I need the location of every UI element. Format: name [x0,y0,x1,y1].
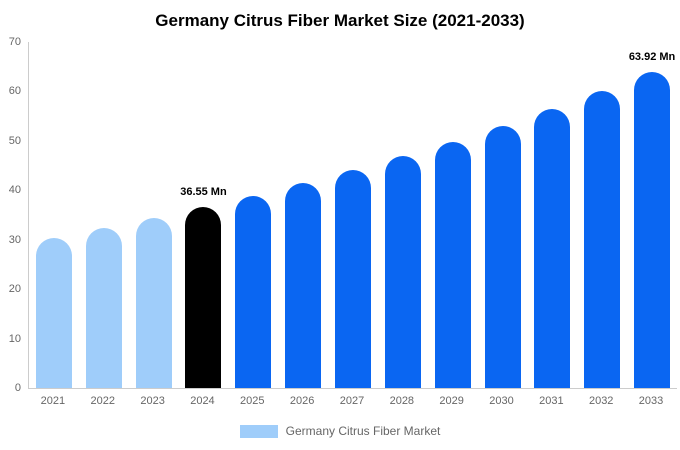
x-axis-tick-label: 2026 [289,395,315,407]
bar-slot-2033: 63.92 Mn [627,42,677,388]
bar-slot-2023 [129,42,179,388]
bar-slot-2025 [228,42,278,388]
bar-2029[interactable] [434,141,471,388]
bar-slot-2029 [428,42,478,388]
y-axis-tick-label: 70 [8,36,21,48]
y-axis-tick-label: 40 [8,184,21,197]
chart-title: Germany Citrus Fiber Market Size (2021-2… [155,11,525,30]
x-axis-tick-label: 2029 [439,395,464,407]
bar-value-label: 63.92 Mn [628,51,676,64]
x-axis-tick-label: 2022 [90,395,115,407]
bar-2032[interactable] [584,91,621,388]
y-axis-tick-label: 60 [8,85,21,98]
x-axis-tick-label: 2033 [638,395,664,407]
y-axis-tick-label: 30 [8,233,21,246]
y-axis-tick-label: 20 [8,283,21,296]
bar-slot-2021 [29,42,79,388]
y-axis-labels: 0 10 20 30 40 50 60 70 [0,36,24,394]
bar-slot-2024: 36.55 Mn [179,42,229,388]
bar-value-label: 36.55 Mn [180,186,227,199]
y-axis-tick-label: 0 [14,382,21,394]
bar-slot-2030 [478,42,528,388]
x-axis-tick-label: 2025 [240,395,265,407]
bar-slot-2022 [79,42,129,388]
bar-2023[interactable] [135,218,172,388]
bar-2024[interactable] [185,207,222,388]
plot-area: 36.55 Mn 63.92 Mn [28,42,677,389]
x-axis-tick-label: 2031 [539,395,564,407]
bar-2025[interactable] [235,195,272,388]
bar-series: 36.55 Mn 63.92 Mn [29,42,677,388]
x-axis-tick-label: 2027 [339,395,365,407]
bar-slot-2031 [527,42,577,388]
bar-2022[interactable] [85,228,122,388]
legend-item[interactable]: Germany Citrus Fiber Market [0,424,680,438]
bar-2021[interactable] [35,238,72,388]
bar-slot-2032 [577,42,627,388]
bar-2027[interactable] [334,170,371,388]
bar-slot-2026 [278,42,328,388]
x-axis-tick-label: 2024 [190,395,215,407]
y-axis-tick-label: 50 [8,134,21,147]
legend-label: Germany Citrus Fiber Market [285,424,441,438]
x-axis-tick-label: 2021 [40,395,66,407]
bar-2031[interactable] [534,108,571,388]
y-axis-tick-label: 10 [8,332,21,345]
bar-2033[interactable] [634,72,671,388]
x-axis-tick-label: 2028 [389,395,415,407]
bar-slot-2027 [328,42,378,388]
x-axis-tick-label: 2023 [140,395,165,407]
legend-swatch-icon [239,424,278,438]
x-axis-labels: 2021 2022 2023 2024 2025 2026 2027 2028 2029 2030… [28,395,676,407]
x-axis-tick-label: 2032 [588,395,614,407]
bar-2026[interactable] [285,183,322,388]
bar-slot-2028 [378,42,428,388]
bar-2028[interactable] [384,156,421,388]
bar-2030[interactable] [484,125,521,388]
x-axis-tick-label: 2030 [489,395,514,407]
